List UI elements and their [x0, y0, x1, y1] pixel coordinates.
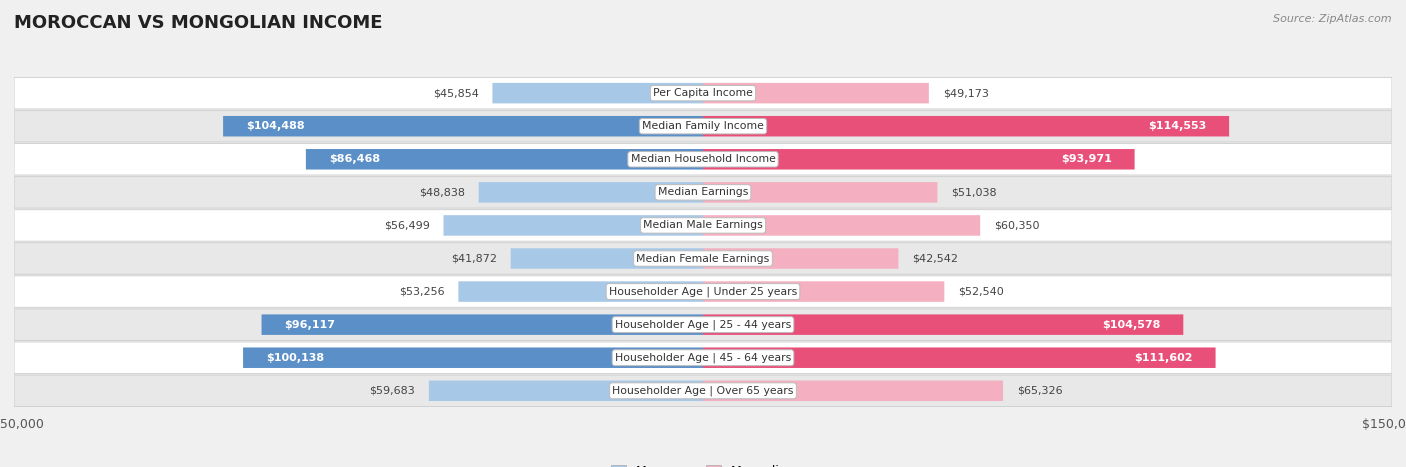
Text: $104,488: $104,488 [246, 121, 305, 131]
Text: $96,117: $96,117 [284, 319, 336, 330]
Text: Median Household Income: Median Household Income [630, 154, 776, 164]
Text: $86,468: $86,468 [329, 154, 380, 164]
Text: $60,350: $60,350 [994, 220, 1039, 230]
FancyBboxPatch shape [703, 314, 1184, 335]
Text: Householder Age | Under 25 years: Householder Age | Under 25 years [609, 286, 797, 297]
FancyBboxPatch shape [703, 281, 945, 302]
Text: Householder Age | 25 - 44 years: Householder Age | 25 - 44 years [614, 319, 792, 330]
Text: $59,683: $59,683 [370, 386, 415, 396]
Text: Median Earnings: Median Earnings [658, 187, 748, 198]
Text: Householder Age | 45 - 64 years: Householder Age | 45 - 64 years [614, 353, 792, 363]
FancyBboxPatch shape [703, 116, 1229, 136]
FancyBboxPatch shape [703, 248, 898, 269]
FancyBboxPatch shape [14, 276, 1392, 307]
Text: $93,971: $93,971 [1060, 154, 1112, 164]
FancyBboxPatch shape [478, 182, 703, 203]
Text: $65,326: $65,326 [1017, 386, 1063, 396]
FancyBboxPatch shape [703, 83, 929, 103]
Text: $45,854: $45,854 [433, 88, 478, 98]
Text: $100,138: $100,138 [266, 353, 325, 363]
Text: $56,499: $56,499 [384, 220, 430, 230]
Text: Median Family Income: Median Family Income [643, 121, 763, 131]
Text: $52,540: $52,540 [957, 287, 1004, 297]
Text: $51,038: $51,038 [952, 187, 997, 198]
FancyBboxPatch shape [429, 381, 703, 401]
FancyBboxPatch shape [14, 210, 1392, 241]
Text: $41,872: $41,872 [451, 254, 496, 263]
Text: $104,578: $104,578 [1102, 319, 1160, 330]
FancyBboxPatch shape [443, 215, 703, 236]
Text: $111,602: $111,602 [1135, 353, 1192, 363]
FancyBboxPatch shape [224, 116, 703, 136]
Text: $53,256: $53,256 [399, 287, 444, 297]
Text: Householder Age | Over 65 years: Householder Age | Over 65 years [612, 386, 794, 396]
FancyBboxPatch shape [703, 381, 1002, 401]
Text: $49,173: $49,173 [942, 88, 988, 98]
FancyBboxPatch shape [262, 314, 703, 335]
Text: $48,838: $48,838 [419, 187, 465, 198]
FancyBboxPatch shape [14, 177, 1392, 208]
Text: Per Capita Income: Per Capita Income [652, 88, 754, 98]
Legend: Moroccan, Mongolian: Moroccan, Mongolian [606, 460, 800, 467]
FancyBboxPatch shape [510, 248, 703, 269]
FancyBboxPatch shape [458, 281, 703, 302]
FancyBboxPatch shape [14, 342, 1392, 374]
FancyBboxPatch shape [14, 309, 1392, 340]
FancyBboxPatch shape [307, 149, 703, 170]
FancyBboxPatch shape [703, 182, 938, 203]
FancyBboxPatch shape [703, 149, 1135, 170]
FancyBboxPatch shape [492, 83, 703, 103]
FancyBboxPatch shape [703, 215, 980, 236]
FancyBboxPatch shape [703, 347, 1216, 368]
FancyBboxPatch shape [14, 243, 1392, 274]
FancyBboxPatch shape [14, 375, 1392, 406]
FancyBboxPatch shape [14, 78, 1392, 109]
Text: Source: ZipAtlas.com: Source: ZipAtlas.com [1274, 14, 1392, 24]
Text: MOROCCAN VS MONGOLIAN INCOME: MOROCCAN VS MONGOLIAN INCOME [14, 14, 382, 32]
Text: $42,542: $42,542 [912, 254, 957, 263]
Text: Median Male Earnings: Median Male Earnings [643, 220, 763, 230]
Text: $114,553: $114,553 [1147, 121, 1206, 131]
Text: Median Female Earnings: Median Female Earnings [637, 254, 769, 263]
FancyBboxPatch shape [14, 111, 1392, 142]
FancyBboxPatch shape [14, 143, 1392, 175]
FancyBboxPatch shape [243, 347, 703, 368]
